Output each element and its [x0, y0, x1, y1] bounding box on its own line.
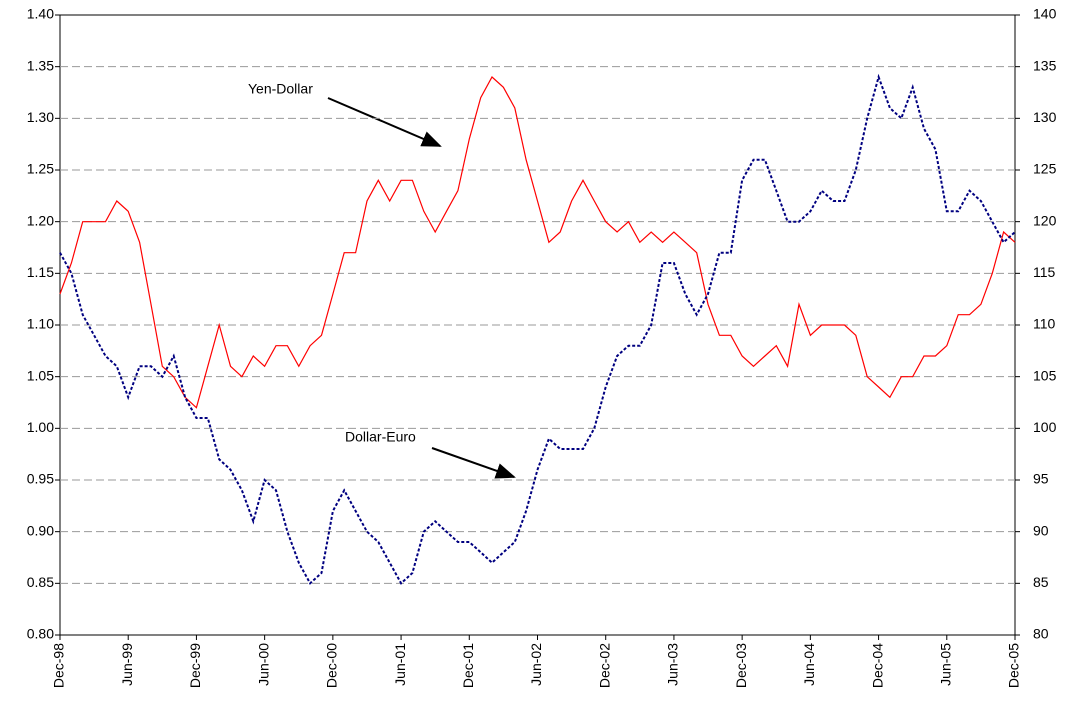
y2-tick-label: 95	[1033, 471, 1049, 487]
x-tick-label: Dec-04	[869, 643, 885, 688]
y-tick-label: 1.30	[27, 109, 54, 125]
y-tick-label: 1.40	[27, 6, 54, 22]
y2-tick-label: 140	[1033, 6, 1057, 22]
y-tick-label: 1.05	[27, 367, 54, 383]
y-tick-label: 1.00	[27, 419, 54, 435]
y2-tick-label: 120	[1033, 212, 1057, 228]
y2-tick-label: 90	[1033, 522, 1049, 538]
x-tick-label: Jun-04	[801, 643, 817, 686]
x-tick-label: Dec-00	[324, 643, 340, 688]
x-tick-label: Dec-05	[1006, 643, 1022, 688]
arrow	[327, 97, 442, 147]
x-tick-label: Jun-99	[119, 643, 135, 686]
x-tick-label: Jun-00	[255, 643, 271, 686]
annotation: Dollar-Euro	[345, 429, 416, 445]
y-tick-label: 0.95	[27, 471, 54, 487]
y2-tick-label: 85	[1033, 574, 1049, 590]
y-tick-label: 1.20	[27, 212, 54, 228]
annotation: Yen-Dollar	[248, 81, 313, 97]
y-tick-label: 1.15	[27, 264, 54, 280]
y2-tick-label: 135	[1033, 57, 1057, 73]
series-line	[59, 73, 1016, 585]
x-tick-label: Dec-02	[596, 643, 612, 688]
y-tick-label: 0.90	[27, 522, 54, 538]
y2-tick-label: 130	[1033, 109, 1057, 125]
x-tick-label: Dec-99	[187, 643, 203, 688]
y2-tick-label: 125	[1033, 161, 1057, 177]
y-tick-label: 0.80	[27, 626, 54, 642]
x-tick-label: Jun-02	[528, 643, 544, 686]
x-tick-label: Dec-98	[51, 643, 67, 688]
x-tick-label: Jun-01	[392, 643, 408, 686]
x-tick-label: Dec-01	[460, 643, 476, 688]
y-tick-label: 1.25	[27, 161, 54, 177]
y2-tick-label: 105	[1033, 367, 1057, 383]
series-line	[59, 76, 1016, 409]
y2-tick-label: 115	[1033, 264, 1056, 280]
y2-tick-label: 100	[1033, 419, 1057, 435]
y2-tick-label: 110	[1033, 316, 1056, 332]
y2-tick-label: 80	[1033, 626, 1049, 642]
x-tick-label: Jun-03	[665, 643, 681, 686]
x-tick-label: Dec-03	[733, 643, 749, 688]
y-tick-label: 0.85	[27, 574, 54, 590]
arrow	[431, 447, 516, 479]
y-tick-label: 1.10	[27, 316, 54, 332]
x-tick-label: Jun-05	[937, 643, 953, 686]
y-tick-label: 1.35	[27, 57, 54, 73]
